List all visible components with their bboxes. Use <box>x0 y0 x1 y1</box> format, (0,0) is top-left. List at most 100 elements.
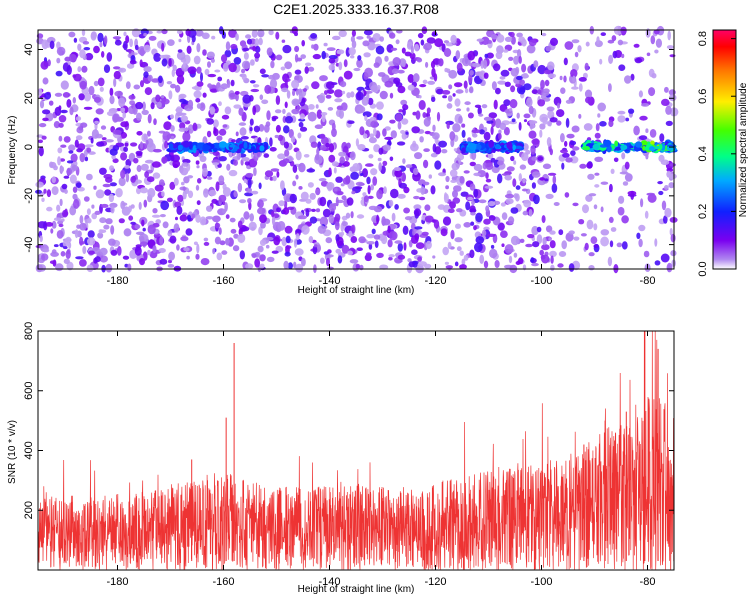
spectrogram-cell <box>350 91 355 98</box>
spectrogram-cell <box>585 41 590 47</box>
spectrogram-cell <box>664 185 669 190</box>
spectrogram-cell <box>654 49 659 54</box>
spectrogram-cell <box>539 123 546 130</box>
spectrogram-cell <box>284 149 290 157</box>
spectrogram-cell <box>167 264 175 268</box>
spectrogram-cell <box>287 262 293 270</box>
spectrogram-cell <box>206 176 213 180</box>
spectrogram-cell <box>445 265 453 269</box>
spectrogram-cell <box>424 215 434 223</box>
spectrogram-cell <box>197 178 202 184</box>
spectrogram-cell <box>173 223 180 233</box>
spectrogram-cell <box>133 157 139 164</box>
spectrogram-cell <box>508 56 514 62</box>
spectrogram-cell <box>373 234 381 240</box>
spectrogram-cell <box>61 183 68 190</box>
spectrogram-cell <box>94 256 101 263</box>
spectrogram-cell <box>427 80 436 85</box>
spectrogram-cell <box>206 205 213 212</box>
spectrogram-cell <box>297 132 302 139</box>
spectrogram-cell <box>244 192 254 197</box>
spectrogram-cell <box>55 70 63 77</box>
spectrogram-cell <box>375 101 384 110</box>
spectrogram-cell <box>60 166 65 173</box>
spectrogram-cell <box>425 61 429 68</box>
spectrogram-cell <box>341 195 347 201</box>
colorbar-tick-label: 0.8 <box>697 31 709 46</box>
spectrogram-signal-cell <box>251 146 255 151</box>
spectrogram-cell <box>338 61 343 71</box>
spectrogram-signal-cell <box>219 141 227 148</box>
spectrogram-cell <box>516 32 523 38</box>
spectrogram-cell <box>159 214 166 218</box>
spectrogram-cell <box>422 112 427 118</box>
spectrogram-cell <box>230 228 237 234</box>
spectrogram-cell <box>101 51 105 58</box>
spectrogram-cell <box>168 251 176 261</box>
spectrogram-cell <box>53 165 58 171</box>
spectrogram-cell <box>217 76 223 82</box>
spectrogram-cell <box>366 234 375 239</box>
spectrogram-cell <box>283 125 290 134</box>
spectrogram-cell <box>225 237 230 246</box>
spectrogram-cell <box>104 189 112 196</box>
spectrogram-cell <box>237 182 243 193</box>
spectrogram-cell <box>402 158 406 165</box>
spectrogram-cell <box>225 60 231 66</box>
spectrogram-signal-cell <box>168 143 174 149</box>
spectrogram-cell <box>438 172 447 177</box>
spectrogram-cell <box>233 190 238 198</box>
spectrogram-cell <box>196 43 201 53</box>
spectrogram-cell <box>242 94 252 104</box>
spectrogram-cell <box>79 236 84 246</box>
spectrogram-cell <box>124 165 130 169</box>
spectrogram-cell <box>82 41 90 45</box>
spectrogram-cell <box>362 40 370 47</box>
spectrogram-cell <box>452 197 461 204</box>
spectrogram-cell <box>308 66 315 72</box>
spectrogram-cell <box>43 92 52 100</box>
spectrogram-cell <box>432 143 437 153</box>
y-tick-label: 400 <box>23 441 35 459</box>
spectrogram-cell <box>504 81 511 88</box>
spectrogram-cell <box>594 172 600 176</box>
spectrogram-cell <box>423 159 429 169</box>
spectrogram-cell <box>541 254 550 264</box>
spectrogram-cell <box>166 81 173 85</box>
spectrogram-cell <box>69 206 77 216</box>
spectrogram-cell <box>285 116 293 124</box>
spectrogram-cell <box>423 42 433 51</box>
spectrogram-cell <box>621 152 626 160</box>
spectrogram-cell <box>51 176 56 184</box>
spectrogram-cell <box>260 221 266 229</box>
spectrogram-cell <box>617 110 626 115</box>
spectrogram-cell <box>376 252 384 258</box>
spectrogram-cell <box>142 101 146 111</box>
spectrogram-cell <box>38 146 44 157</box>
spectrogram-cell <box>328 64 335 71</box>
spectrogram-cell <box>186 45 192 54</box>
spectrogram-cell <box>281 236 287 247</box>
spectrogram-cell <box>584 62 589 71</box>
spectrogram-cell <box>346 197 354 206</box>
spectrogram-cell <box>519 238 525 243</box>
spectrogram-cell <box>337 255 343 264</box>
spectrogram-cell <box>88 85 95 96</box>
spectrogram-cell <box>276 207 282 213</box>
spectrogram-cell <box>172 64 177 72</box>
spectrogram-cell <box>298 121 304 128</box>
spectrogram-cell <box>204 68 210 76</box>
spectrogram-cell <box>211 198 218 204</box>
spectrogram-cell <box>338 151 347 157</box>
spectrogram-cell <box>342 177 351 185</box>
spectrogram-cell <box>445 175 450 183</box>
spectrogram-cell <box>214 69 221 73</box>
spectrogram-frame <box>37 29 675 270</box>
spectrogram-cell <box>455 223 461 229</box>
spectrogram-cell <box>84 156 89 162</box>
spectrogram-cell <box>547 172 557 176</box>
spectrogram-cell <box>299 113 305 120</box>
spectrogram-cell <box>213 125 217 134</box>
spectrogram-cell <box>649 129 657 138</box>
spectrogram-cell <box>350 236 358 243</box>
